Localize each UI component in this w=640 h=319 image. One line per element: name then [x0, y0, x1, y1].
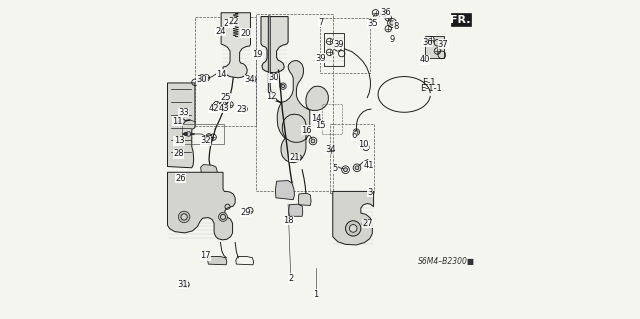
Circle shape — [220, 214, 225, 219]
Text: 33: 33 — [178, 108, 189, 117]
Text: 19: 19 — [253, 50, 263, 59]
FancyBboxPatch shape — [451, 13, 471, 26]
Polygon shape — [168, 172, 235, 240]
Circle shape — [181, 214, 188, 220]
Circle shape — [355, 130, 358, 134]
Circle shape — [311, 139, 315, 143]
Text: 18: 18 — [283, 216, 293, 225]
Circle shape — [282, 85, 285, 88]
Text: 27: 27 — [362, 219, 372, 228]
Text: 1: 1 — [314, 290, 319, 299]
Circle shape — [346, 221, 361, 236]
Bar — [324, 33, 344, 66]
Bar — [195, 17, 255, 126]
Bar — [330, 124, 374, 193]
Text: 34: 34 — [326, 145, 336, 154]
Bar — [425, 36, 444, 58]
Text: 9: 9 — [390, 35, 395, 44]
Polygon shape — [289, 204, 303, 216]
Text: 29: 29 — [241, 208, 252, 217]
Polygon shape — [201, 165, 218, 176]
Bar — [320, 18, 371, 73]
Polygon shape — [221, 13, 250, 78]
Polygon shape — [268, 16, 328, 163]
Text: 16: 16 — [301, 126, 312, 135]
Text: 11: 11 — [172, 117, 182, 126]
Circle shape — [390, 21, 394, 25]
Text: 24: 24 — [224, 19, 234, 28]
Polygon shape — [298, 193, 311, 205]
Text: 2: 2 — [288, 274, 293, 283]
Text: 10: 10 — [358, 140, 369, 149]
Text: 3: 3 — [367, 188, 372, 197]
Bar — [321, 104, 342, 134]
Text: S6M4–B2300■: S6M4–B2300■ — [419, 257, 476, 266]
Text: 17: 17 — [200, 251, 211, 260]
Circle shape — [218, 212, 227, 221]
Text: 34: 34 — [244, 75, 255, 84]
Polygon shape — [333, 191, 374, 245]
Text: 25: 25 — [220, 93, 231, 102]
Text: 36: 36 — [422, 38, 433, 47]
Polygon shape — [261, 17, 288, 73]
Text: 8: 8 — [393, 22, 399, 31]
Text: 24: 24 — [215, 27, 226, 36]
Text: 42: 42 — [208, 104, 219, 113]
Circle shape — [205, 76, 209, 80]
Text: 20: 20 — [240, 29, 251, 38]
Text: 14: 14 — [216, 70, 227, 78]
Text: E-1-1: E-1-1 — [420, 84, 442, 93]
Circle shape — [349, 225, 357, 232]
Text: 22: 22 — [228, 17, 239, 26]
Text: E-1: E-1 — [422, 78, 436, 87]
Text: 40: 40 — [419, 56, 430, 64]
Text: 32: 32 — [200, 137, 211, 145]
Text: 13: 13 — [173, 137, 184, 145]
Bar — [256, 14, 333, 191]
Text: 35: 35 — [367, 19, 378, 28]
Text: FR.: FR. — [450, 15, 470, 25]
Text: 28: 28 — [173, 149, 184, 158]
Text: 37: 37 — [438, 40, 449, 48]
Text: 23: 23 — [236, 105, 247, 114]
Circle shape — [179, 211, 190, 223]
Text: 14: 14 — [312, 114, 322, 123]
Text: 15: 15 — [316, 121, 326, 130]
Circle shape — [186, 132, 191, 136]
Text: 6: 6 — [351, 131, 356, 140]
Text: 30: 30 — [196, 75, 207, 84]
Text: 43: 43 — [219, 104, 230, 113]
Circle shape — [297, 156, 300, 159]
Text: 30: 30 — [268, 73, 279, 82]
Polygon shape — [275, 181, 294, 200]
Circle shape — [344, 168, 348, 172]
Circle shape — [207, 135, 211, 138]
Text: 21: 21 — [289, 153, 300, 162]
Polygon shape — [168, 83, 195, 168]
Text: 39: 39 — [333, 40, 344, 49]
Text: 39: 39 — [316, 54, 326, 63]
Circle shape — [180, 119, 185, 123]
Circle shape — [355, 166, 359, 170]
Text: 5: 5 — [333, 164, 338, 173]
Text: 41: 41 — [364, 161, 374, 170]
Circle shape — [364, 223, 366, 225]
Bar — [182, 124, 223, 144]
Text: 26: 26 — [175, 174, 186, 182]
Text: 36: 36 — [380, 8, 391, 17]
Text: 12: 12 — [266, 92, 276, 101]
Polygon shape — [208, 256, 227, 265]
Circle shape — [243, 108, 246, 111]
Text: 31: 31 — [177, 280, 188, 289]
Text: 7: 7 — [318, 18, 324, 27]
